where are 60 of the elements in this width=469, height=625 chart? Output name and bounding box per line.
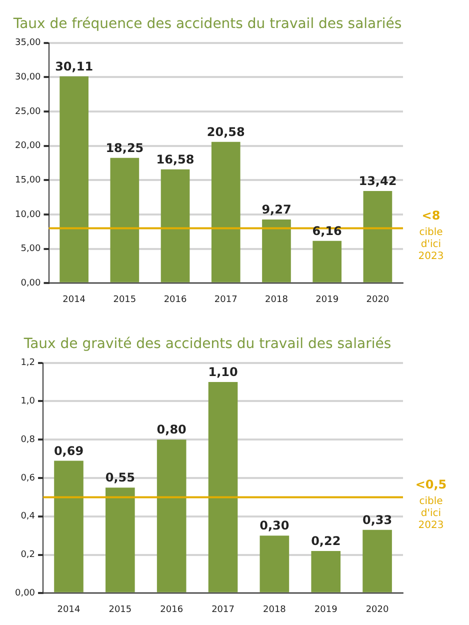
data-label: 13,42 [358, 174, 397, 188]
chart-title: Taux de gravité des accidents du travail des salariés [22, 336, 392, 352]
data-label: 16,58 [156, 152, 194, 166]
bar [363, 191, 392, 282]
x-tick-label: 2016 [164, 294, 188, 305]
bar [156, 440, 186, 592]
data-label: 0,22 [311, 534, 341, 548]
x-tick-label: 2014 [62, 294, 86, 305]
x-tick-label: 2014 [57, 604, 80, 615]
bar [54, 460, 84, 592]
x-tick-label: 2015 [113, 294, 136, 305]
x-tick-label: 2017 [214, 294, 238, 305]
bar [208, 382, 238, 592]
y-tick-label: 30,00 [15, 72, 42, 82]
bar [160, 169, 190, 282]
y-tick-label: 1,0 [20, 396, 36, 407]
data-label: 1,10 [208, 365, 238, 380]
x-tick-label: 2018 [262, 604, 286, 615]
ref-line-label: <8 cible d'ici 2023 [418, 208, 444, 262]
bar [106, 488, 135, 592]
data-label: 0,69 [54, 444, 84, 458]
bar [262, 220, 291, 282]
x-tick-label: 2019 [314, 604, 338, 615]
y-tick-label: 0,00 [20, 278, 42, 289]
y-tick-label: 25,00 [15, 106, 42, 117]
data-label: 0,30 [260, 518, 290, 533]
data-label: 0,80 [156, 422, 186, 437]
y-tick-label: 1,2 [20, 358, 36, 368]
ref-line-label: <0,5 cible d'ici 2023 [415, 477, 447, 531]
x-tick-label: 2020 [366, 294, 390, 305]
y-tick-label: 0,4 [20, 512, 36, 522]
data-label: 0,55 [105, 470, 135, 485]
bar [260, 536, 290, 592]
bar [110, 158, 140, 282]
x-tick-label: 2018 [265, 294, 288, 305]
data-label: 0,33 [362, 512, 392, 527]
y-tick-label: 0,6 [20, 473, 36, 484]
y-tick-label: 0,00 [14, 588, 36, 599]
y-tick-label: 10,00 [15, 210, 42, 220]
y-tick-label: 35,00 [15, 38, 42, 48]
bar [362, 530, 392, 592]
bar [312, 240, 342, 282]
y-tick-label: 5,00 [20, 244, 42, 254]
x-tick-label: 2016 [160, 604, 184, 615]
bar [311, 550, 341, 592]
data-label: 30,11 [55, 60, 94, 74]
y-tick-label: 20,00 [15, 141, 42, 152]
bar [211, 142, 240, 282]
y-tick-label: 0,2 [20, 550, 36, 560]
chart-title: Taux de fréquence des accidents du travail des salariés [12, 16, 402, 32]
bar [60, 76, 88, 282]
x-tick-label: 2017 [212, 604, 234, 615]
x-tick-label: 2015 [108, 604, 132, 615]
x-tick-label: 2019 [316, 294, 339, 305]
data-label: 20,58 [206, 124, 245, 139]
data-label: 9,27 [262, 202, 292, 217]
y-tick-label: 15,00 [15, 176, 42, 186]
x-tick-label: 2020 [366, 604, 390, 615]
data-label: 18,25 [106, 140, 144, 155]
y-tick-label: 0,8 [20, 434, 36, 445]
